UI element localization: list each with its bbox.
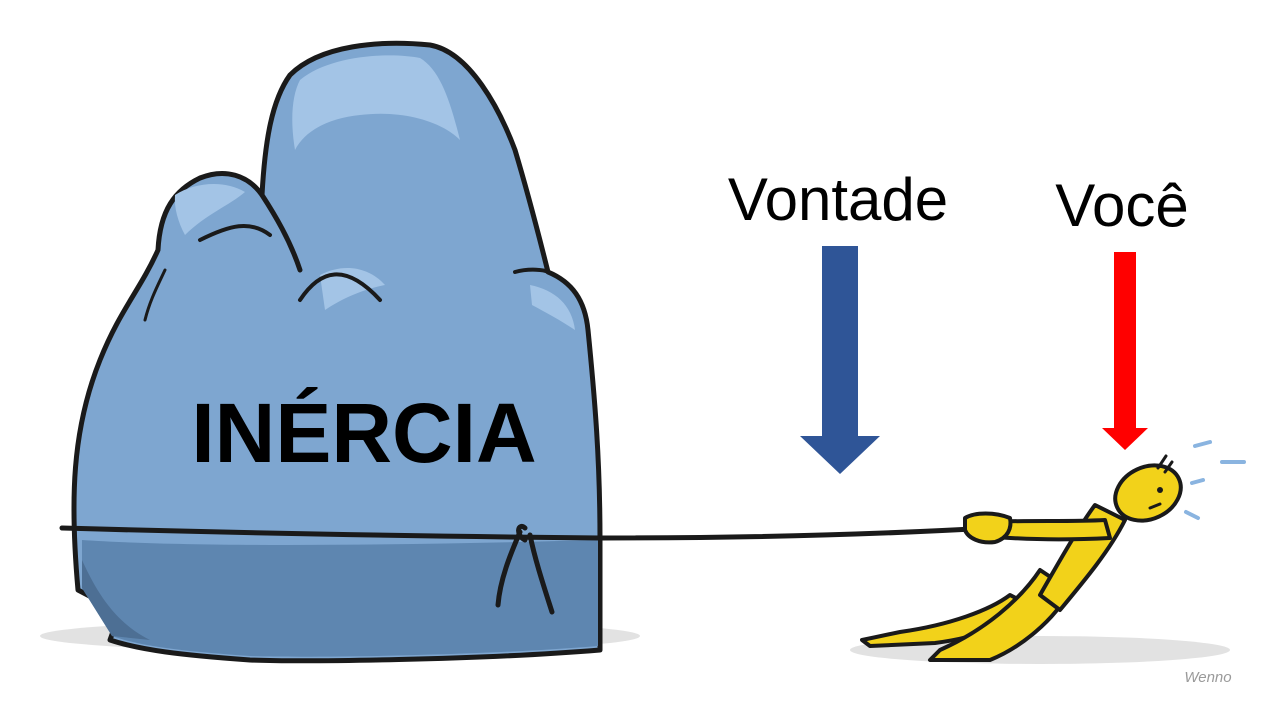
rock-crease-3 — [298, 272, 382, 302]
pulling-figure — [860, 440, 1246, 662]
rock-highlight-1 — [292, 55, 460, 150]
rock — [71, 40, 603, 664]
rock-crease-1 — [259, 192, 303, 273]
vontade-arrow-group: Vontade — [728, 166, 948, 474]
rock-shade — [82, 540, 598, 657]
voce-label: Você — [1055, 172, 1188, 239]
figure-leg-back — [928, 568, 1072, 662]
figure-mouth — [1148, 502, 1162, 510]
rock-crease-2 — [198, 223, 272, 242]
rock-highlight-4 — [530, 285, 575, 330]
voce-arrow-group: Você — [1055, 172, 1189, 450]
sweat-drops — [1184, 440, 1246, 520]
rock-dark-left — [82, 560, 150, 640]
vontade-label: Vontade — [728, 166, 948, 233]
figure-head — [1113, 463, 1183, 523]
rope — [59, 524, 993, 615]
rope-knot — [495, 524, 555, 615]
rock-label: INÉRCIA — [191, 386, 536, 480]
rock-crease-4 — [513, 267, 550, 274]
voce-arrow — [1102, 252, 1148, 450]
rock-highlight-2 — [174, 184, 245, 235]
artist-signature: Wenno — [1184, 669, 1231, 686]
vontade-arrow — [800, 246, 880, 474]
figure-hair — [1156, 454, 1174, 474]
rock-highlight-3 — [320, 267, 385, 310]
figure-hands — [963, 511, 1013, 545]
rock-crease-5 — [143, 268, 167, 322]
figure-eye — [1157, 487, 1163, 493]
rope-to-figure — [597, 525, 993, 541]
